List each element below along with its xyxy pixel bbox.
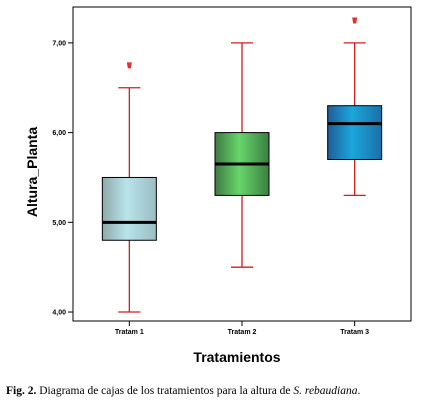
chart-svg: 4,005,006,007,00 Tratam 1 Tratam 2 Tratam …	[24, 6, 412, 365]
y-axis-label: Altura_Planta	[24, 127, 40, 217]
caption-species: S. rebaudiana	[293, 385, 358, 397]
box-iqr	[327, 105, 383, 161]
x-axis-label: Tratamientos	[193, 349, 280, 365]
box-iqr	[101, 176, 157, 241]
x-tick-label: Tratam 3	[340, 329, 369, 336]
x-axis: Tratam 1 Tratam 2 Tratam 3	[115, 321, 369, 336]
caption-end: .	[357, 385, 361, 397]
outlier-marker	[126, 62, 132, 69]
outlier-marker	[352, 17, 358, 24]
y-tick-label: 4,00	[52, 310, 66, 317]
caption-label: Fig. 2.	[6, 385, 37, 397]
caption-text: Diagrama de cajas de los tratamientos pa…	[36, 385, 294, 397]
y-axis: 4,00 5,00 6,00 7,00	[52, 40, 73, 317]
y-tick-label: 6,00	[52, 130, 66, 137]
y-tick-label: 5,00	[52, 220, 66, 227]
figure-caption: Fig. 2. Diagrama de cajas de los tratami…	[6, 385, 418, 397]
y-tick-label: 7,00	[52, 40, 66, 47]
x-tick-label: Tratam 2	[228, 329, 257, 336]
x-tick-label: Tratam 1	[115, 329, 144, 336]
boxes-group	[101, 17, 383, 313]
